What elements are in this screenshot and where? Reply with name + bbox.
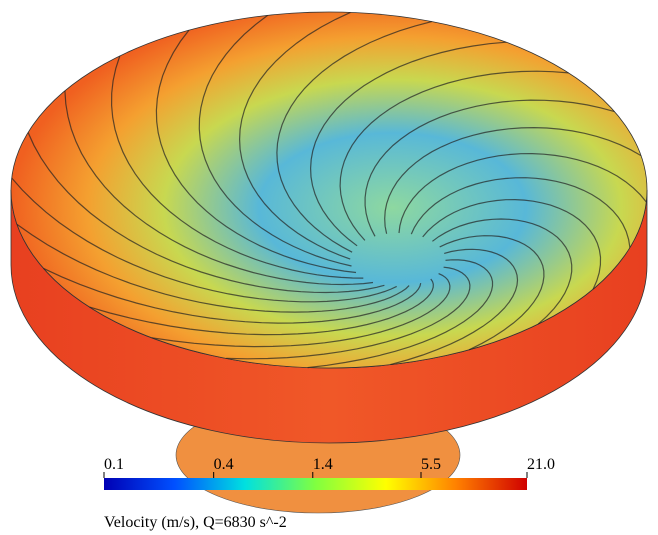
tick-label: 5.5 xyxy=(421,456,441,473)
tick-label: 1.4 xyxy=(313,456,333,473)
tick-label: 0.4 xyxy=(214,456,234,473)
impeller-top xyxy=(11,12,647,368)
figure: 0.1 0.4 1.4 5.5 21.0 Velocity (m/s), Q=6830 s… xyxy=(0,0,658,535)
tick-label: 0.1 xyxy=(104,456,124,473)
axis-label: Velocity (m/s), Q=6830 s^-2 xyxy=(104,514,287,531)
colorbar-rect xyxy=(104,478,527,490)
tick-label: 21.0 xyxy=(527,456,555,473)
